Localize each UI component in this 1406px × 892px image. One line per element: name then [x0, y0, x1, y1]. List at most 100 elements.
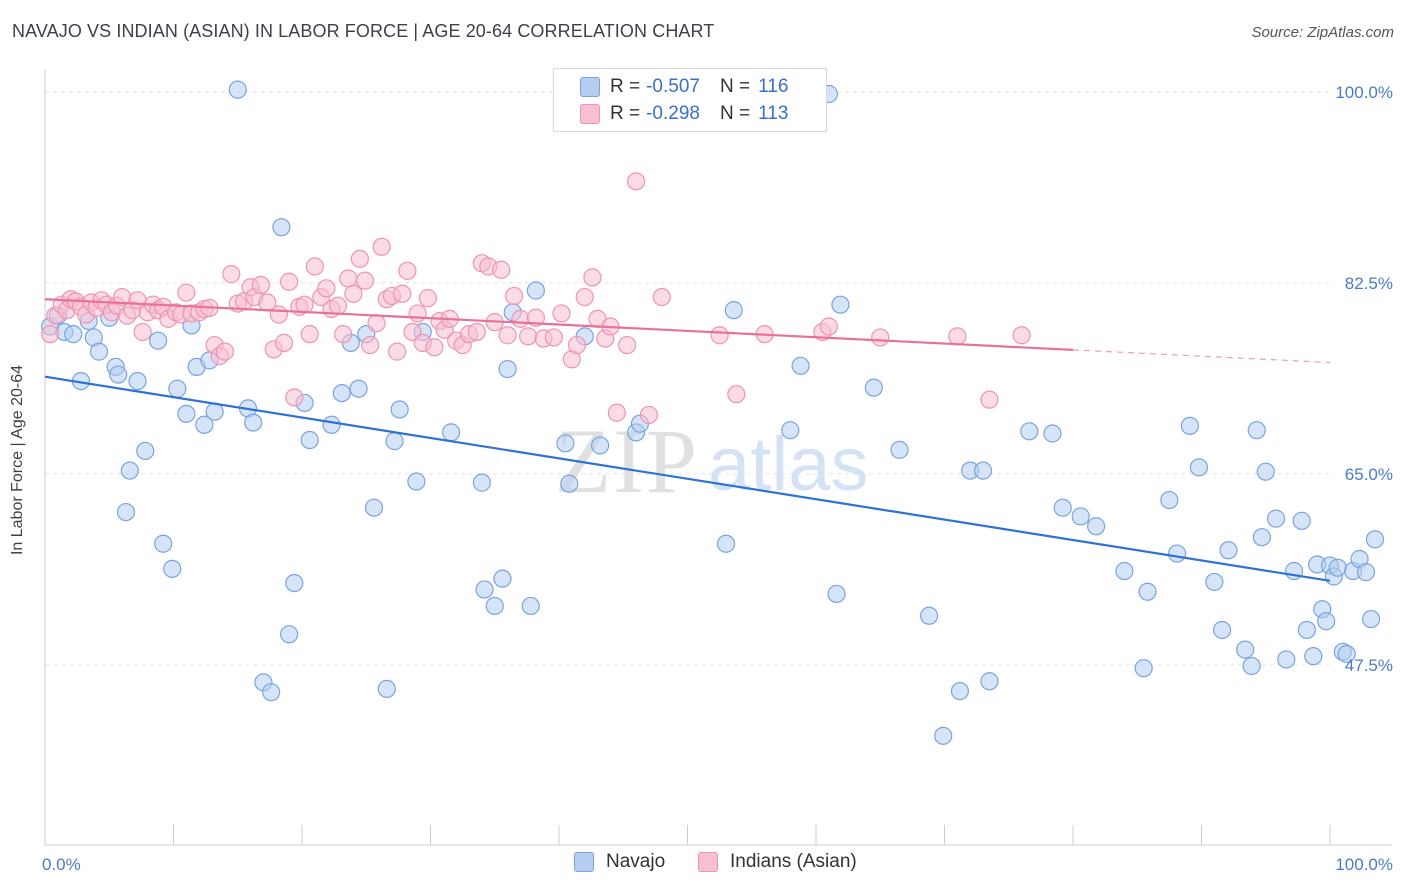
navajo-point [116, 502, 136, 522]
indian-point [492, 260, 511, 279]
indian-point [334, 325, 353, 344]
indian-point [526, 308, 545, 327]
navajo-point [109, 365, 128, 384]
navajo-point [1020, 422, 1039, 441]
navajo-point [1292, 511, 1311, 530]
navajo-point [1180, 416, 1200, 435]
navajo-point [475, 580, 494, 599]
indian-point [367, 314, 386, 333]
navajo-point [128, 371, 147, 391]
navajo-point [1205, 572, 1224, 592]
navajo-point [228, 80, 247, 99]
indian-point [575, 287, 594, 307]
navajo-point [485, 596, 504, 616]
indian-point [408, 304, 427, 323]
indian-point [425, 338, 444, 357]
navajo-point [1277, 650, 1296, 669]
indian-point [133, 322, 152, 342]
source-label: Source: ZipAtlas.com [1251, 24, 1394, 41]
legend-item-navajo: Navajo [574, 851, 665, 873]
y-tick-label: 100.0% [1335, 83, 1393, 102]
indian-point [618, 335, 637, 355]
navajo-point [1236, 640, 1255, 659]
navajo-point [148, 331, 168, 350]
chart-title: NAVAJO VS INDIAN (ASIAN) IN LABOR FORCE … [12, 21, 715, 41]
navajo-point [322, 415, 341, 434]
navajo-point [950, 681, 970, 701]
navajo-point [1219, 541, 1238, 560]
indian-point [222, 265, 241, 284]
indian-point [387, 342, 407, 361]
navajo-point [1134, 659, 1153, 678]
legend-swatch-navajo [580, 77, 600, 97]
indian-point [280, 272, 299, 291]
navajo-point [272, 218, 291, 237]
navajo-point [163, 559, 182, 578]
legend-row-navajo: R = -0.507 N = 116 [580, 75, 788, 99]
navajo-point [407, 472, 426, 491]
navajo-point [556, 434, 575, 453]
navajo-point [827, 584, 846, 604]
indian-point [498, 326, 517, 345]
navajo-point [136, 441, 155, 461]
navajo-point [521, 596, 540, 616]
indian-point [251, 275, 270, 295]
navajo-point [441, 423, 461, 442]
navajo-point [195, 415, 214, 434]
navajo-point [980, 672, 999, 691]
indian-point [328, 296, 348, 315]
navajo-point [1167, 544, 1187, 563]
navajo-point [244, 413, 263, 432]
navajo-point [168, 379, 187, 398]
navajo-point [1212, 620, 1232, 640]
navajo-point [591, 436, 610, 455]
indian-point [41, 325, 60, 344]
watermark: ZIP atlas [555, 410, 869, 512]
series-legend: Navajo Indians (Asian) [0, 851, 1406, 877]
indian-point [215, 342, 234, 361]
indian-point [300, 325, 319, 344]
legend-n-label: N = [719, 76, 751, 97]
legend-r-value: -0.298 [646, 103, 700, 124]
indian-point [948, 327, 967, 346]
navajo-point [791, 356, 810, 375]
legend-n-label: N = [719, 103, 751, 124]
navajo-point [285, 573, 304, 593]
legend-n-value: 116 [758, 76, 789, 97]
indian-point [639, 405, 659, 425]
legend-r-label: R = [610, 76, 641, 97]
indian-point [355, 271, 375, 290]
legend-swatch-indian [580, 104, 600, 124]
navajo-point [1328, 558, 1347, 577]
legend-label-navajo: Navajo [606, 851, 666, 872]
x-tick-label: 100.0% [1335, 855, 1393, 874]
indian-point [552, 304, 571, 323]
navajo-point [390, 400, 409, 419]
navajo-point [349, 379, 368, 398]
navajo-point [973, 461, 993, 480]
navajo-point [934, 726, 953, 745]
indian-point [511, 309, 530, 328]
legend-r-value: -0.507 [646, 76, 700, 97]
navajo-point [724, 301, 743, 320]
navajo-point [560, 474, 579, 493]
navajo-point [1337, 644, 1356, 664]
indian-point [519, 327, 538, 346]
navajo-point [831, 295, 850, 314]
correlation-legend: R = -0.507 N = 116 R = -0.298 N = 113 [553, 68, 827, 132]
indian-point [398, 261, 417, 280]
navajo-point [526, 281, 545, 300]
navajo-point [1317, 612, 1336, 631]
indian-point [583, 268, 602, 287]
indian-point [467, 322, 486, 342]
navajo-point [1266, 509, 1286, 528]
navajo-point [493, 569, 512, 588]
indian-point [727, 385, 746, 404]
navajo-points [41, 80, 1385, 745]
legend-swatch-indian [698, 852, 718, 872]
navajo-point [177, 404, 196, 423]
navajo-point [1189, 458, 1209, 477]
navajo-trend-line [44, 375, 1331, 582]
navajo-point [300, 430, 319, 450]
indian-point [305, 257, 324, 276]
